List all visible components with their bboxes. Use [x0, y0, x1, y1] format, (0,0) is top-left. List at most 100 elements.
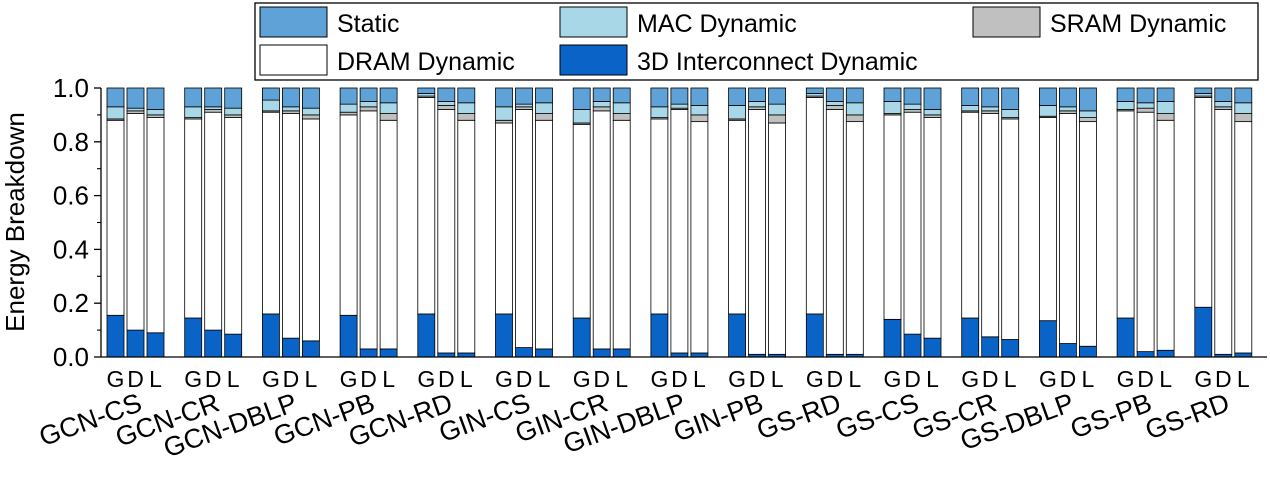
- bar-static-gcn-pb-g: [339, 87, 358, 105]
- y-tick-label: 0.0: [53, 342, 89, 372]
- bar-sub-label: D: [982, 366, 999, 392]
- bar-interconnect-gs-cr-l: [1001, 339, 1020, 358]
- bar-static-gcn-pb-d: [359, 87, 378, 102]
- bar-dram-gin-pb-g: [728, 119, 746, 315]
- bar-sub-label: G: [1194, 366, 1212, 392]
- bar-static-gcn-cr-d: [204, 87, 223, 108]
- bar-mac-gs-dblp-g: [1039, 105, 1057, 117]
- bar-mac-gs-rd-l: [1234, 102, 1253, 114]
- bar-sram-gs-cr-d: [981, 110, 1000, 114]
- bar-static-gs-dblp-l: [1079, 87, 1097, 112]
- bar-mac-gs-rd-d: [1214, 101, 1233, 108]
- legend-swatch-mac: [559, 6, 628, 38]
- bar-sub-label: D: [1215, 366, 1232, 392]
- bar-interconnect-gs-cs-d: [903, 333, 922, 358]
- bar-mac-gs-cr-l: [1001, 109, 1020, 118]
- bar-sub-label: L: [305, 366, 318, 392]
- y-axis: 0.0 0.2 0.4 0.6 0.8 1.0: [53, 73, 102, 372]
- bar-static-gin-cs-g: [495, 87, 513, 108]
- legend-swatch-sram: [972, 6, 1041, 38]
- bar-sub-label: L: [1237, 366, 1250, 392]
- bar-static-gin-pb-g: [728, 87, 746, 106]
- bar-mac-gin-dblp-d: [670, 103, 689, 109]
- bar-dram-gs-rd-l: [845, 121, 864, 355]
- bar-interconnect-gin-cs-g: [495, 313, 513, 358]
- bar-sub-label: D: [671, 366, 688, 392]
- bar-interconnect-gs-dblp-g: [1039, 320, 1057, 358]
- bar-dram-gs-dblp-g: [1039, 117, 1057, 322]
- bar-mac-gcn-cs-l: [146, 109, 165, 116]
- bar-interconnect-gcn-pb-l: [379, 348, 398, 358]
- bar-dram-gcn-pb-d: [359, 110, 378, 350]
- legend-label-dram: DRAM Dynamic: [337, 48, 515, 76]
- y-tick-label: 0.8: [53, 127, 89, 157]
- bar-interconnect-gs-cr-g: [961, 317, 980, 358]
- bar-mac-gcn-cs-g: [106, 106, 125, 120]
- bar-interconnect-gin-cr-l: [612, 348, 631, 358]
- bar-sub-label: D: [749, 366, 766, 392]
- bar-interconnect-gcn-dblp-g: [261, 313, 280, 358]
- bar-interconnect-gs-rd-g: [1194, 306, 1213, 358]
- bar-static-gs-rd-d: [825, 87, 844, 102]
- bar-static-gs-dblp-g: [1039, 87, 1057, 106]
- bar-interconnect-gin-pb-g: [728, 313, 746, 358]
- bar-interconnect-gin-cs-d: [515, 347, 533, 358]
- bar-mac-gin-cs-g: [495, 106, 513, 121]
- bar-static-gs-cs-g: [883, 87, 902, 102]
- bar-interconnect-gin-cr-d: [592, 348, 611, 358]
- legend-label-interconnect: 3D Interconnect Dynamic: [637, 48, 918, 76]
- bar-static-gs-dblp-d: [1059, 87, 1077, 108]
- bar-sram-gcn-rd-d: [437, 105, 456, 110]
- bar-dram-gs-rd-g: [805, 97, 824, 315]
- bar-static-gs-cr-l: [1001, 87, 1020, 110]
- bar-sub-label: L: [1082, 366, 1095, 392]
- bar-dram-gcn-dblp-g: [261, 111, 280, 315]
- bar-dram-gcn-cs-d: [126, 113, 145, 331]
- bar-interconnect-gs-cr-d: [981, 336, 1000, 358]
- bar-interconnect-gs-dblp-l: [1079, 345, 1097, 358]
- bar-sub-label: G: [728, 366, 746, 392]
- bar-sub-label: G: [961, 366, 979, 392]
- bar-static-gin-dblp-g: [650, 87, 669, 108]
- bar-mac-gin-dblp-l: [690, 105, 709, 116]
- bar-interconnect-gcn-dblp-d: [281, 337, 300, 358]
- bar-mac-gs-rd-l: [845, 102, 864, 116]
- bar-mac-gs-rd-g: [805, 92, 824, 97]
- bar-sub-label: G: [495, 366, 513, 392]
- bar-sram-gcn-dblp-d: [281, 110, 300, 114]
- bar-mac-gcn-rd-l: [457, 102, 476, 114]
- bar-sub-label: D: [826, 366, 843, 392]
- bar-static-gin-dblp-l: [690, 87, 709, 106]
- bar-static-gin-cr-l: [612, 87, 631, 104]
- bar-sub-label: G: [262, 366, 280, 392]
- bar-mac-gcn-pb-d: [359, 101, 378, 108]
- bar-sram-gs-rd-l: [845, 114, 864, 123]
- bar-sram-gin-cr-d: [592, 106, 611, 112]
- bar-dram-gs-cr-d: [981, 113, 1000, 338]
- bar-sram-gs-dblp-d: [1059, 110, 1077, 114]
- bar-dram-gin-cs-l: [535, 119, 553, 350]
- bar-sub-label: L: [1159, 366, 1172, 392]
- bar-mac-gs-cs-g: [883, 101, 902, 114]
- bar-sram-gs-cs-l: [923, 114, 942, 118]
- bar-mac-gcn-cs-d: [126, 107, 145, 112]
- bar-sram-gcn-rd-l: [457, 113, 476, 121]
- bar-sub-label: L: [693, 366, 706, 392]
- bar-sub-label: L: [149, 366, 162, 392]
- bar-static-gs-cr-d: [981, 87, 1000, 108]
- bar-mac-gcn-pb-l: [379, 102, 398, 114]
- bar-mac-gs-cs-l: [923, 109, 942, 116]
- bar-static-gcn-cs-d: [126, 87, 145, 109]
- bar-mac-gs-cr-d: [981, 106, 1000, 112]
- bar-dram-gs-pb-d: [1136, 111, 1155, 353]
- bar-dram-gin-dblp-g: [650, 118, 669, 315]
- legend-label-mac: MAC Dynamic: [637, 10, 797, 38]
- bar-dram-gin-cr-l: [612, 119, 631, 350]
- bar-dram-gcn-pb-g: [339, 114, 358, 316]
- bar-interconnect-gin-dblp-g: [650, 313, 669, 358]
- bar-mac-gs-cr-g: [961, 105, 980, 112]
- bar-dram-gcn-cr-g: [184, 118, 203, 319]
- bar-sub-label: G: [1117, 366, 1135, 392]
- bar-sram-gin-cs-g: [495, 119, 513, 124]
